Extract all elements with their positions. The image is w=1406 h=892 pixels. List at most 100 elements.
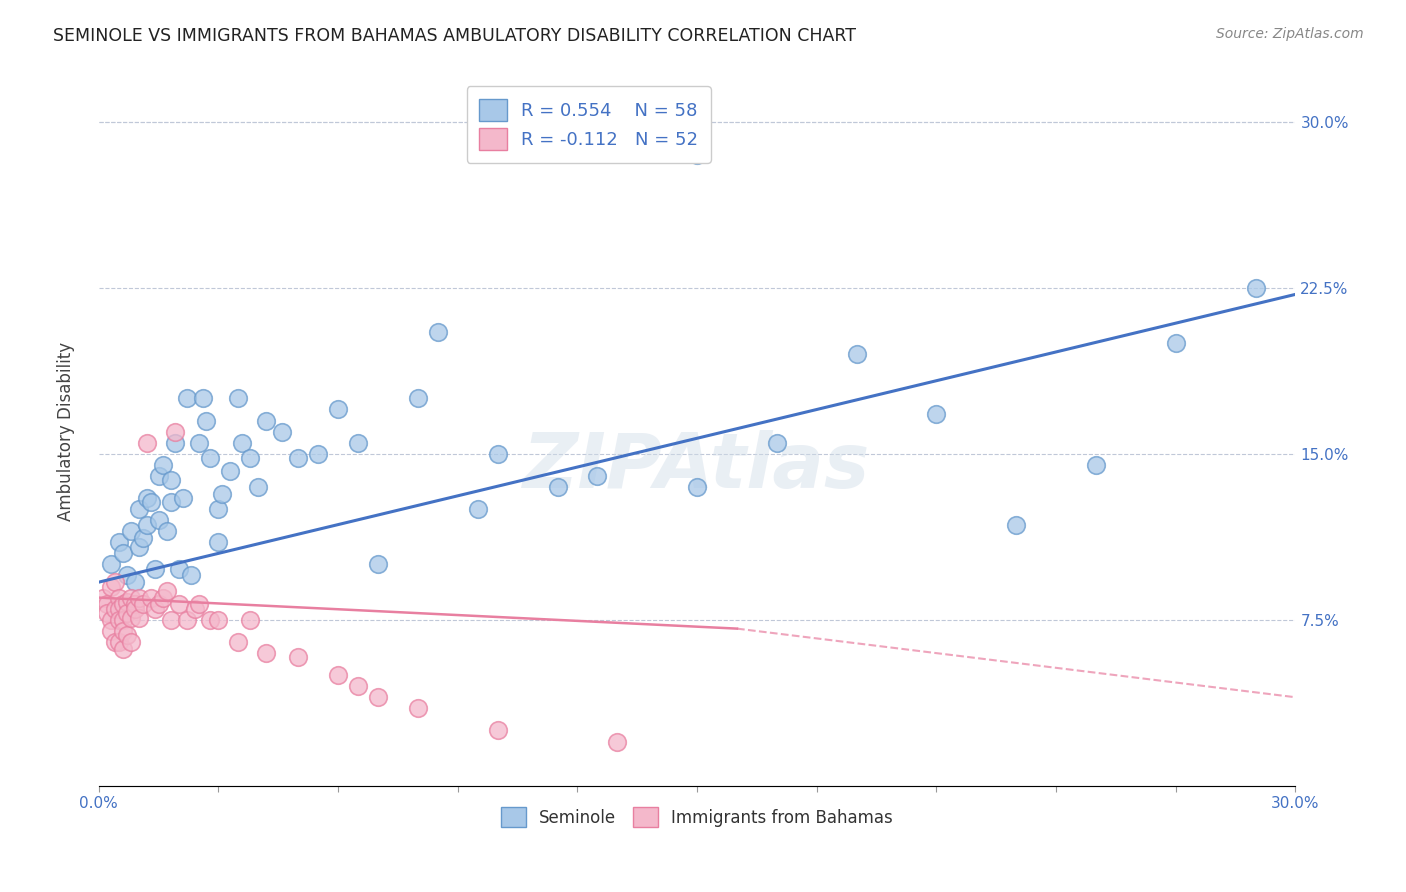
Point bbox=[96, 597, 118, 611]
Point bbox=[191, 392, 214, 406]
Point bbox=[207, 502, 229, 516]
Point bbox=[135, 491, 157, 505]
Point bbox=[143, 601, 166, 615]
Point bbox=[271, 425, 294, 439]
Point bbox=[254, 413, 277, 427]
Point bbox=[120, 524, 142, 539]
Point bbox=[128, 502, 150, 516]
Point bbox=[128, 540, 150, 554]
Point bbox=[467, 502, 489, 516]
Point bbox=[115, 568, 138, 582]
Point bbox=[120, 591, 142, 605]
Point bbox=[107, 591, 129, 605]
Point bbox=[211, 486, 233, 500]
Point bbox=[925, 407, 948, 421]
Point bbox=[486, 723, 509, 738]
Point bbox=[426, 325, 449, 339]
Point bbox=[104, 575, 127, 590]
Point bbox=[111, 624, 134, 638]
Point bbox=[1164, 336, 1187, 351]
Point bbox=[287, 650, 309, 665]
Point bbox=[326, 668, 349, 682]
Point bbox=[1005, 517, 1028, 532]
Point bbox=[107, 613, 129, 627]
Legend: Seminole, Immigrants from Bahamas: Seminole, Immigrants from Bahamas bbox=[495, 800, 900, 834]
Point bbox=[100, 624, 122, 638]
Point bbox=[287, 451, 309, 466]
Point bbox=[107, 601, 129, 615]
Point bbox=[180, 568, 202, 582]
Point bbox=[686, 480, 709, 494]
Point bbox=[139, 591, 162, 605]
Point bbox=[111, 613, 134, 627]
Point bbox=[135, 435, 157, 450]
Point bbox=[172, 491, 194, 505]
Text: SEMINOLE VS IMMIGRANTS FROM BAHAMAS AMBULATORY DISABILITY CORRELATION CHART: SEMINOLE VS IMMIGRANTS FROM BAHAMAS AMBU… bbox=[53, 27, 856, 45]
Point bbox=[187, 597, 209, 611]
Point bbox=[200, 451, 222, 466]
Point bbox=[96, 606, 118, 620]
Point bbox=[195, 413, 218, 427]
Point bbox=[152, 458, 174, 472]
Point bbox=[254, 646, 277, 660]
Point bbox=[231, 435, 253, 450]
Point bbox=[115, 606, 138, 620]
Point bbox=[547, 480, 569, 494]
Point bbox=[135, 517, 157, 532]
Point bbox=[115, 628, 138, 642]
Point bbox=[155, 524, 177, 539]
Point bbox=[228, 392, 250, 406]
Point bbox=[120, 635, 142, 649]
Point bbox=[406, 701, 429, 715]
Point bbox=[367, 690, 389, 705]
Point bbox=[159, 473, 181, 487]
Point bbox=[200, 613, 222, 627]
Point bbox=[100, 558, 122, 572]
Point bbox=[207, 613, 229, 627]
Point bbox=[187, 435, 209, 450]
Point bbox=[111, 597, 134, 611]
Point bbox=[124, 597, 146, 611]
Point bbox=[139, 495, 162, 509]
Point bbox=[606, 734, 628, 748]
Point bbox=[247, 480, 270, 494]
Point bbox=[228, 635, 250, 649]
Point bbox=[148, 469, 170, 483]
Point bbox=[406, 392, 429, 406]
Point bbox=[120, 610, 142, 624]
Point bbox=[143, 562, 166, 576]
Point bbox=[104, 635, 127, 649]
Point bbox=[207, 535, 229, 549]
Point bbox=[152, 591, 174, 605]
Point bbox=[128, 610, 150, 624]
Point bbox=[586, 469, 609, 483]
Point bbox=[347, 435, 370, 450]
Text: ZIPAtlas: ZIPAtlas bbox=[523, 430, 870, 504]
Point bbox=[1244, 281, 1267, 295]
Point bbox=[159, 495, 181, 509]
Point bbox=[367, 558, 389, 572]
Text: Source: ZipAtlas.com: Source: ZipAtlas.com bbox=[1216, 27, 1364, 41]
Point bbox=[128, 591, 150, 605]
Point bbox=[100, 580, 122, 594]
Point bbox=[111, 546, 134, 560]
Point bbox=[155, 584, 177, 599]
Point bbox=[163, 425, 186, 439]
Point bbox=[104, 601, 127, 615]
Point bbox=[183, 601, 205, 615]
Point bbox=[1085, 458, 1108, 472]
Point bbox=[167, 597, 190, 611]
Point bbox=[107, 535, 129, 549]
Point bbox=[107, 635, 129, 649]
Point bbox=[167, 562, 190, 576]
Point bbox=[100, 613, 122, 627]
Point bbox=[347, 679, 370, 693]
Point bbox=[326, 402, 349, 417]
Point bbox=[766, 435, 789, 450]
Point bbox=[91, 591, 114, 605]
Point bbox=[219, 465, 242, 479]
Point bbox=[176, 613, 198, 627]
Point bbox=[131, 531, 153, 545]
Point bbox=[176, 392, 198, 406]
Point bbox=[124, 601, 146, 615]
